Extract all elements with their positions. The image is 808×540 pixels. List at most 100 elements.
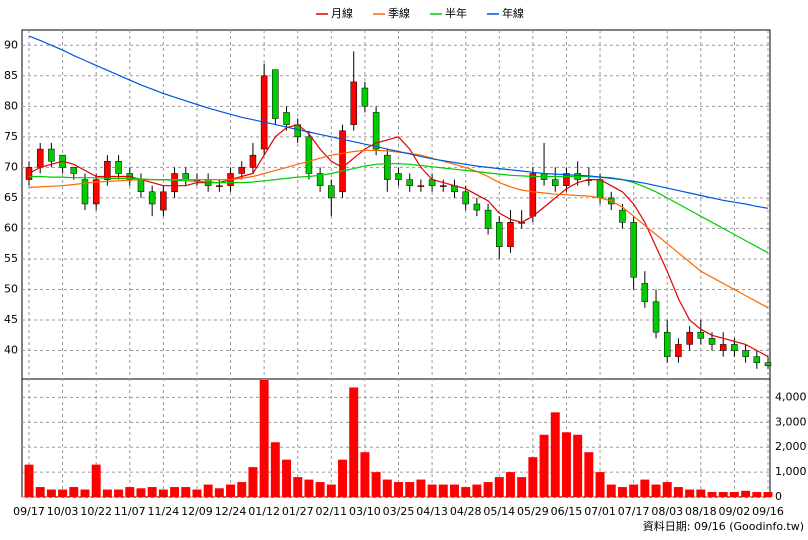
volume-bar	[584, 452, 594, 497]
volume-bar	[147, 487, 157, 497]
volume-bar	[214, 488, 224, 497]
volume-bar	[114, 489, 124, 497]
volume-bar	[80, 489, 90, 497]
y2-tick-label: 4,000	[775, 390, 807, 403]
plot-frame	[21, 29, 771, 498]
x-tick-label: 11/24	[148, 505, 180, 518]
y-tick-label: 75	[4, 130, 18, 143]
volume-bar	[326, 484, 336, 497]
candle-body	[92, 179, 100, 205]
candle-body	[473, 203, 481, 211]
candle-body	[764, 362, 772, 367]
candle-body	[719, 344, 727, 351]
candle-body	[406, 179, 413, 186]
candle-body	[384, 154, 391, 180]
volume-bar	[561, 432, 571, 497]
volume-bar	[629, 484, 639, 497]
candle-body	[272, 69, 279, 119]
candle-body	[496, 222, 503, 247]
x-tick-label: 01/12	[248, 505, 280, 518]
y-tick-label: 80	[4, 99, 18, 112]
y-tick-label: 90	[4, 38, 18, 51]
y-tick-label: 85	[4, 69, 18, 82]
volume-bar	[696, 489, 706, 497]
volume-bar	[203, 484, 213, 497]
volume-bar	[371, 472, 381, 497]
candle-body	[552, 179, 559, 186]
x-tick-label: 07/17	[618, 505, 650, 518]
candle-body	[283, 112, 290, 125]
candle-body	[36, 148, 44, 168]
candle-body	[507, 222, 514, 247]
y-tick-label: 50	[4, 282, 18, 295]
legend-label: 月線	[331, 6, 353, 20]
volume-bar	[472, 484, 482, 497]
x-tick-label: 12/24	[215, 505, 247, 518]
volume-bar	[405, 482, 415, 497]
x-tick-label: 03/10	[349, 505, 381, 518]
volume-bar	[450, 484, 459, 497]
candle-body	[216, 185, 223, 187]
candle-body	[115, 161, 122, 174]
candle-body	[171, 173, 178, 193]
candle-body	[238, 167, 245, 174]
candle-body	[328, 185, 335, 199]
volume-bar	[707, 492, 717, 497]
candle-body	[48, 148, 55, 162]
candle-body	[160, 191, 167, 211]
volume-bar	[58, 489, 68, 497]
volume-bar	[360, 452, 370, 497]
volume-bar	[685, 489, 695, 497]
volume-bar	[394, 482, 403, 497]
volume-bar	[170, 487, 180, 497]
volume-bar	[259, 380, 269, 497]
legend-label: 半年	[445, 6, 467, 20]
volume-bar	[248, 467, 258, 497]
volume-bar	[293, 477, 303, 497]
volume-bar	[24, 464, 34, 497]
volume-bar	[46, 489, 56, 497]
y-tick-label: 40	[4, 344, 18, 357]
ma-line	[29, 163, 769, 254]
volume-bar	[617, 487, 627, 497]
x-tick-label: 08/18	[685, 505, 717, 518]
x-tick-label: 09/02	[719, 505, 751, 518]
candle-body	[260, 75, 268, 150]
candle-body	[731, 344, 738, 351]
y-tick-label: 60	[4, 221, 18, 234]
candle-body	[708, 338, 716, 345]
volume-bar	[192, 489, 202, 497]
candle-body	[350, 81, 357, 125]
x-tick-label: 01/27	[282, 505, 314, 518]
volume-bar	[304, 479, 314, 497]
y2-tick-label: 3,000	[775, 415, 807, 428]
volume-bar	[382, 479, 392, 497]
candle-body	[440, 185, 447, 187]
volume-bar	[181, 487, 191, 497]
candle-body	[372, 112, 380, 150]
volume-bar	[282, 459, 292, 497]
candle-body	[529, 173, 537, 217]
volume-bar	[505, 472, 515, 497]
candle-body	[753, 356, 761, 363]
volume-bar	[136, 488, 146, 497]
volume-bar	[349, 387, 359, 497]
volume-bar	[550, 412, 560, 497]
volume-bar	[528, 457, 538, 497]
volume-bar	[718, 492, 728, 497]
candle-body	[462, 191, 469, 205]
source-note: 資料日期: 09/16 (Goodinfo.tw)	[643, 519, 804, 533]
legend-label: 年線	[502, 6, 524, 20]
candle-body	[417, 185, 425, 187]
x-tick-label: 08/03	[651, 505, 683, 518]
candle-body	[596, 179, 604, 199]
volume-bar	[102, 489, 112, 497]
x-tick-label: 05/14	[483, 505, 515, 518]
candle-body	[339, 130, 346, 193]
candle-body	[305, 136, 313, 174]
volume-bar	[69, 487, 79, 497]
candle-body	[395, 173, 402, 180]
volume-bar	[741, 490, 751, 497]
candle-body	[137, 179, 145, 193]
